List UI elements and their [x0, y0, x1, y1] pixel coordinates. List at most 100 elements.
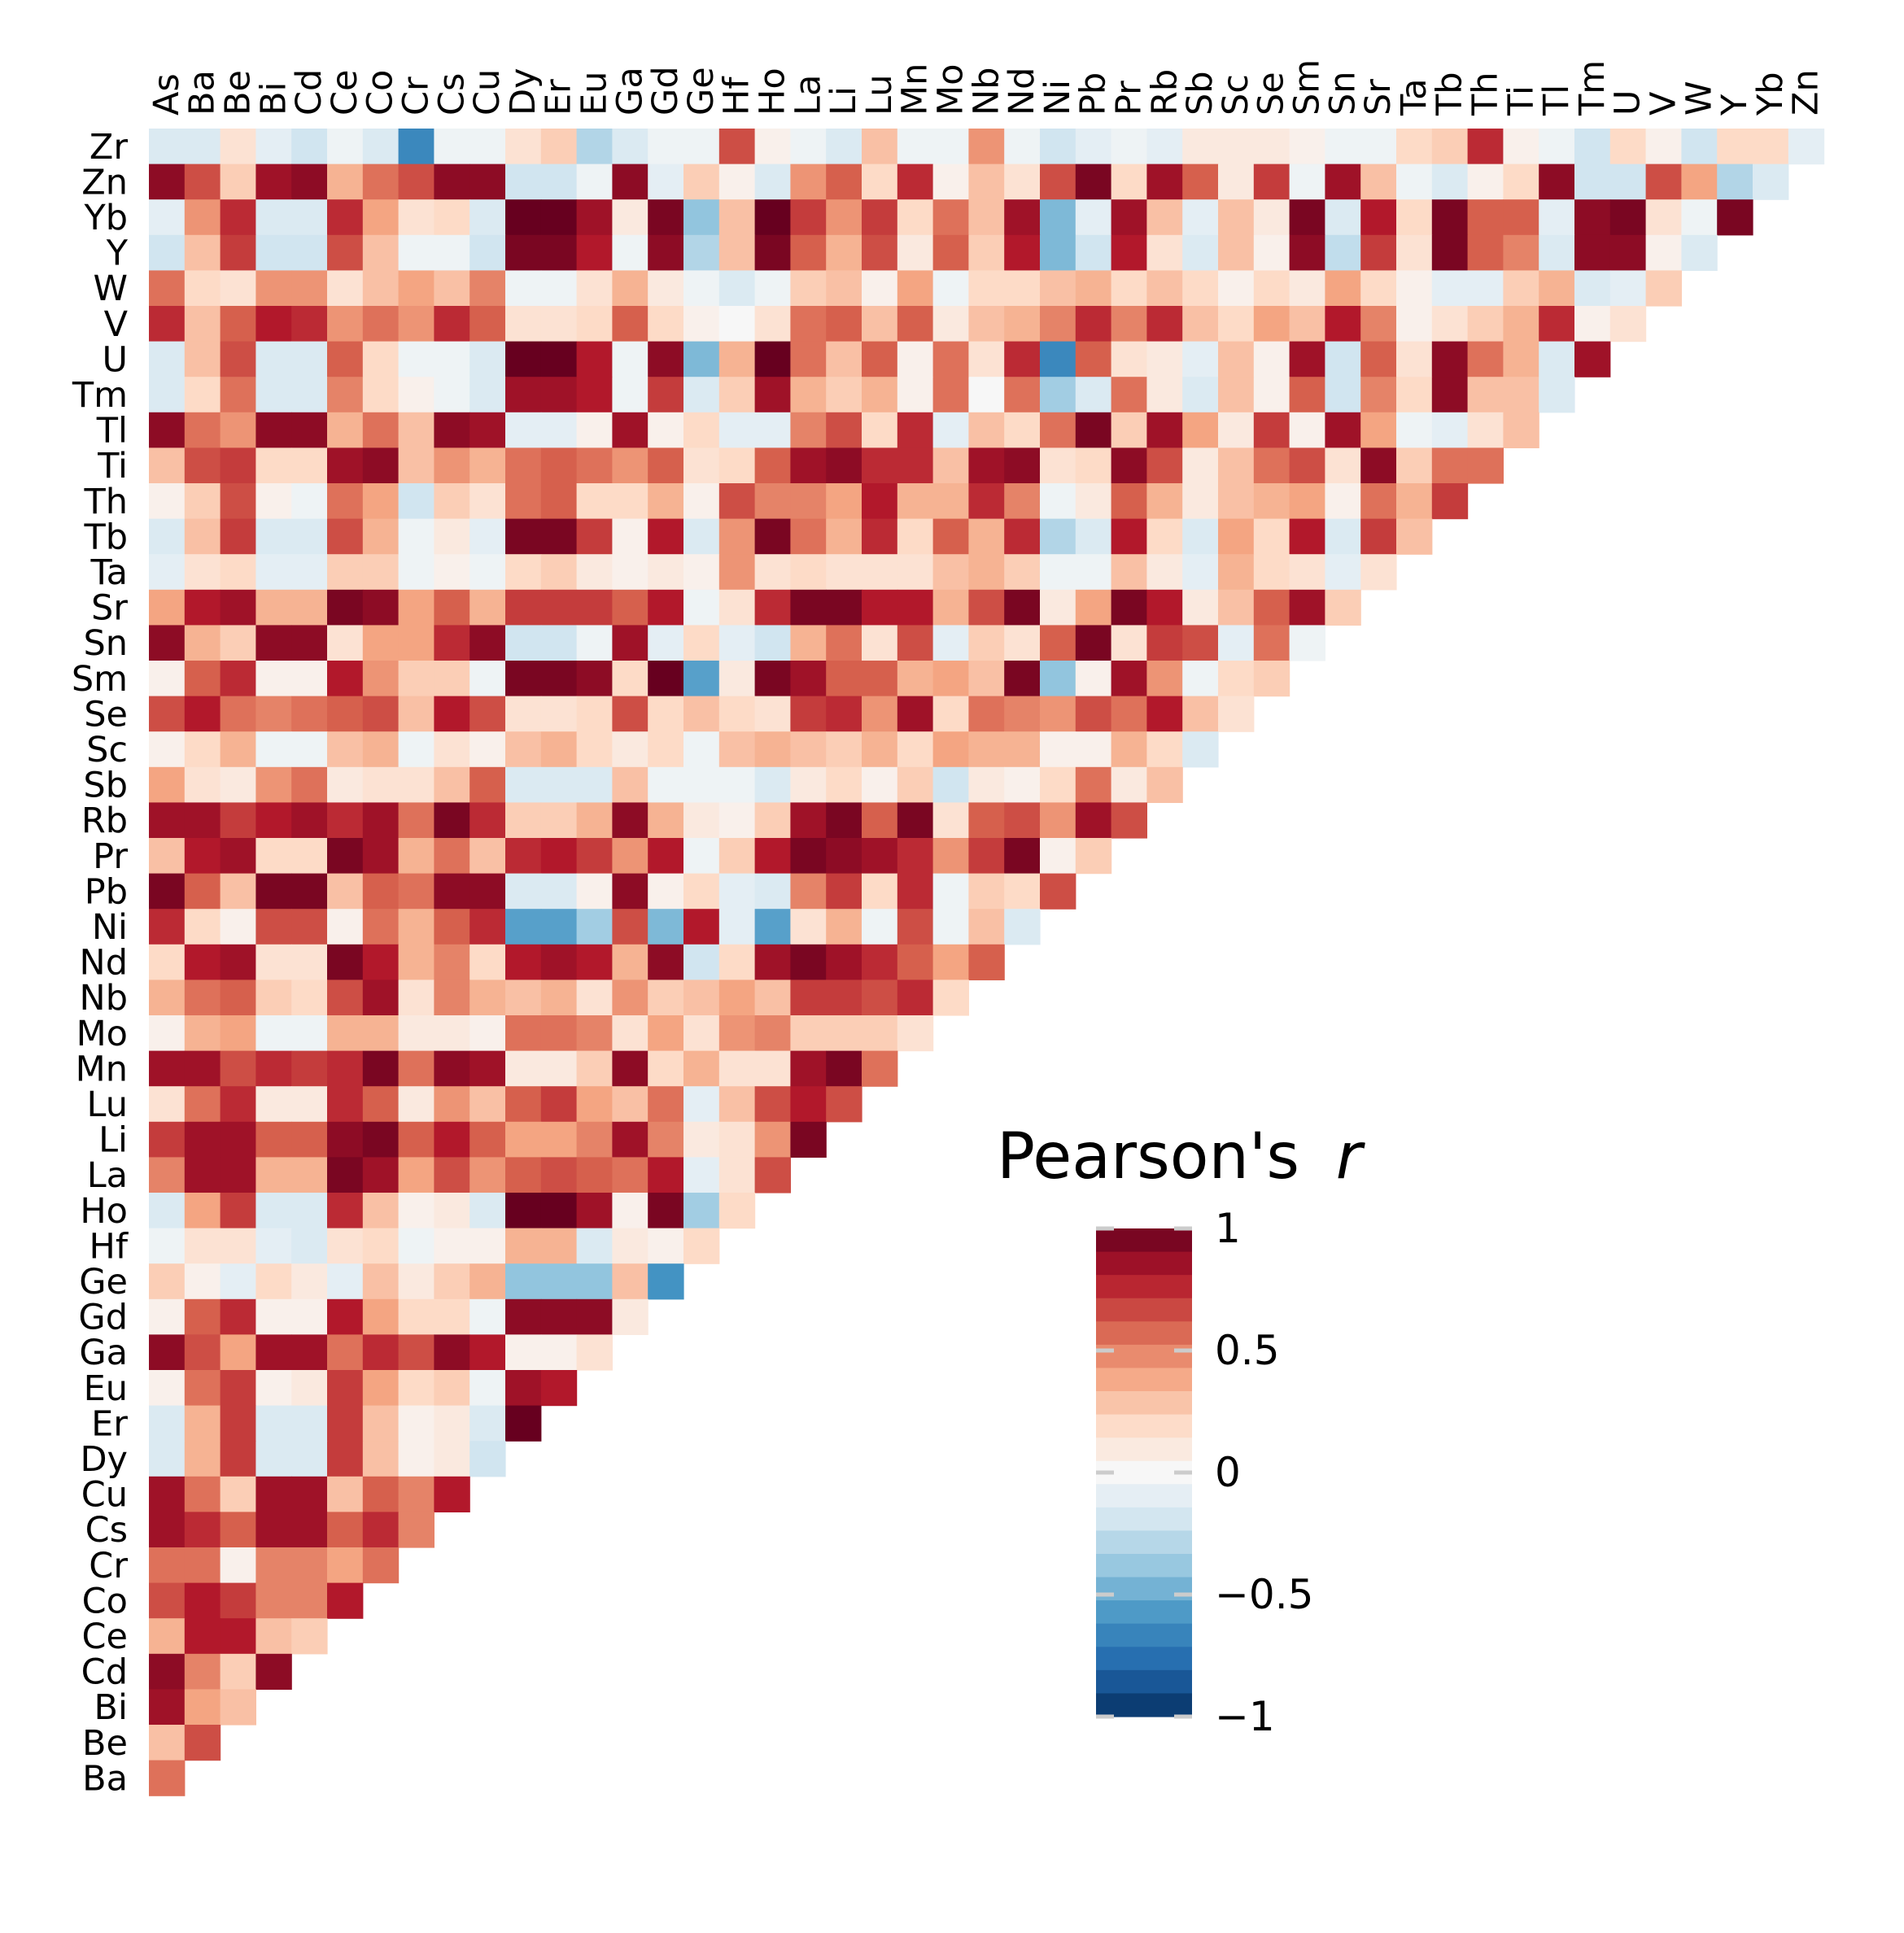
heatmap-cells	[149, 129, 1825, 1796]
heatmap-cell	[149, 447, 186, 484]
x-tick-label: Th	[1465, 72, 1506, 116]
heatmap-cell	[718, 199, 756, 236]
y-tick-label: Er	[91, 1403, 128, 1444]
heatmap-cell	[255, 1476, 292, 1512]
heatmap-cell	[291, 1334, 328, 1371]
colorbar-tick-label: −0.5	[1215, 1571, 1313, 1618]
heatmap-cell	[327, 802, 364, 839]
x-tick-label: Bi	[253, 82, 294, 116]
heatmap-cell	[255, 731, 292, 768]
heatmap-cell	[220, 1050, 256, 1087]
heatmap-cell	[1289, 483, 1325, 520]
heatmap-cell	[1289, 447, 1325, 484]
heatmap-cell	[184, 270, 221, 307]
heatmap-cell	[790, 1015, 827, 1052]
heatmap-cell	[1360, 306, 1397, 343]
heatmap-cell	[398, 1086, 435, 1123]
heatmap-cell	[826, 766, 862, 803]
heatmap-cell	[398, 1228, 435, 1264]
heatmap-cell	[612, 1193, 648, 1229]
heatmap-cell	[932, 341, 969, 377]
heatmap-cell	[576, 766, 613, 803]
heatmap-cell	[1182, 731, 1219, 768]
heatmap-cell	[862, 412, 898, 448]
heatmap-cell	[1539, 270, 1575, 307]
heatmap-cell	[469, 731, 506, 768]
heatmap-cell	[862, 661, 898, 697]
heatmap-cell	[362, 1298, 400, 1335]
heatmap-cell	[362, 1193, 400, 1229]
heatmap-cell	[1396, 341, 1433, 377]
heatmap-cell	[362, 270, 400, 307]
heatmap-cell	[932, 554, 969, 591]
heatmap-cell	[291, 234, 328, 271]
heatmap-cell	[754, 625, 791, 661]
y-tick-label: Y	[106, 233, 129, 274]
heatmap-cell	[184, 838, 221, 875]
heatmap-cell	[576, 412, 613, 448]
heatmap-cell	[862, 980, 898, 1016]
heatmap-cell	[648, 1193, 684, 1229]
heatmap-cell	[469, 1015, 506, 1052]
heatmap-cell	[1325, 129, 1361, 165]
heatmap-cell	[291, 625, 328, 661]
heatmap-cell	[1146, 518, 1183, 555]
heatmap-cell	[1289, 306, 1325, 343]
heatmap-cell	[683, 199, 720, 236]
heatmap-cell	[505, 909, 542, 945]
heatmap-cell	[826, 306, 862, 343]
heatmap-cell	[1681, 199, 1718, 236]
heatmap-cell	[826, 129, 862, 165]
y-tick-label: Ni	[92, 907, 128, 948]
heatmap-cell	[1396, 483, 1433, 520]
heatmap-cell	[255, 661, 292, 697]
heatmap-cell	[683, 1193, 720, 1229]
heatmap-cell	[612, 1121, 648, 1158]
heatmap-cell	[683, 766, 720, 803]
heatmap-cell	[220, 944, 256, 980]
heatmap-cell	[220, 483, 256, 520]
heatmap-cell	[897, 696, 934, 732]
heatmap-cell	[540, 164, 578, 200]
heatmap-cell	[1146, 625, 1183, 661]
heatmap-cell	[862, 518, 898, 555]
heatmap-cell	[648, 1263, 684, 1300]
heatmap-cell	[718, 270, 756, 307]
heatmap-cell	[1218, 483, 1255, 520]
heatmap-cell	[1111, 129, 1147, 165]
heatmap-cell	[540, 1157, 578, 1193]
heatmap-cell	[1574, 341, 1611, 377]
heatmap-cell	[362, 447, 400, 484]
heatmap-cell	[968, 270, 1005, 307]
y-tick-labels: ZrZnYbYWVUTmTlTiThTbTaSrSnSmSeScSbRbPrPb…	[72, 127, 129, 1800]
heatmap-cell	[220, 1547, 256, 1584]
heatmap-cell	[149, 1512, 186, 1548]
heatmap-cell	[327, 980, 364, 1016]
heatmap-cell	[683, 234, 720, 271]
x-tick-label: Tl	[1536, 85, 1577, 116]
heatmap-cell	[1539, 199, 1575, 236]
heatmap-cell	[862, 1015, 898, 1052]
heatmap-cell	[398, 164, 435, 200]
heatmap-cell	[790, 412, 827, 448]
heatmap-cell	[291, 1121, 328, 1158]
x-tick-label: Sr	[1358, 79, 1399, 116]
heatmap-cell	[184, 377, 221, 413]
heatmap-cell	[434, 589, 470, 626]
heatmap-cell	[1040, 306, 1076, 343]
heatmap-cell	[1075, 412, 1112, 448]
heatmap-cell	[1503, 412, 1539, 448]
heatmap-cell	[968, 306, 1005, 343]
heatmap-cell	[1431, 341, 1469, 377]
heatmap-cell	[434, 838, 470, 875]
heatmap-cell	[1289, 412, 1325, 448]
heatmap-cell	[1182, 625, 1219, 661]
heatmap-cell	[255, 1086, 292, 1123]
y-tick-label: Cs	[85, 1510, 128, 1551]
heatmap-cell	[149, 838, 186, 875]
x-tick-label: Nb	[966, 68, 1007, 116]
heatmap-cell	[469, 802, 506, 839]
heatmap-cell	[469, 554, 506, 591]
heatmap-cell	[1289, 589, 1325, 626]
heatmap-cell	[327, 1121, 364, 1158]
